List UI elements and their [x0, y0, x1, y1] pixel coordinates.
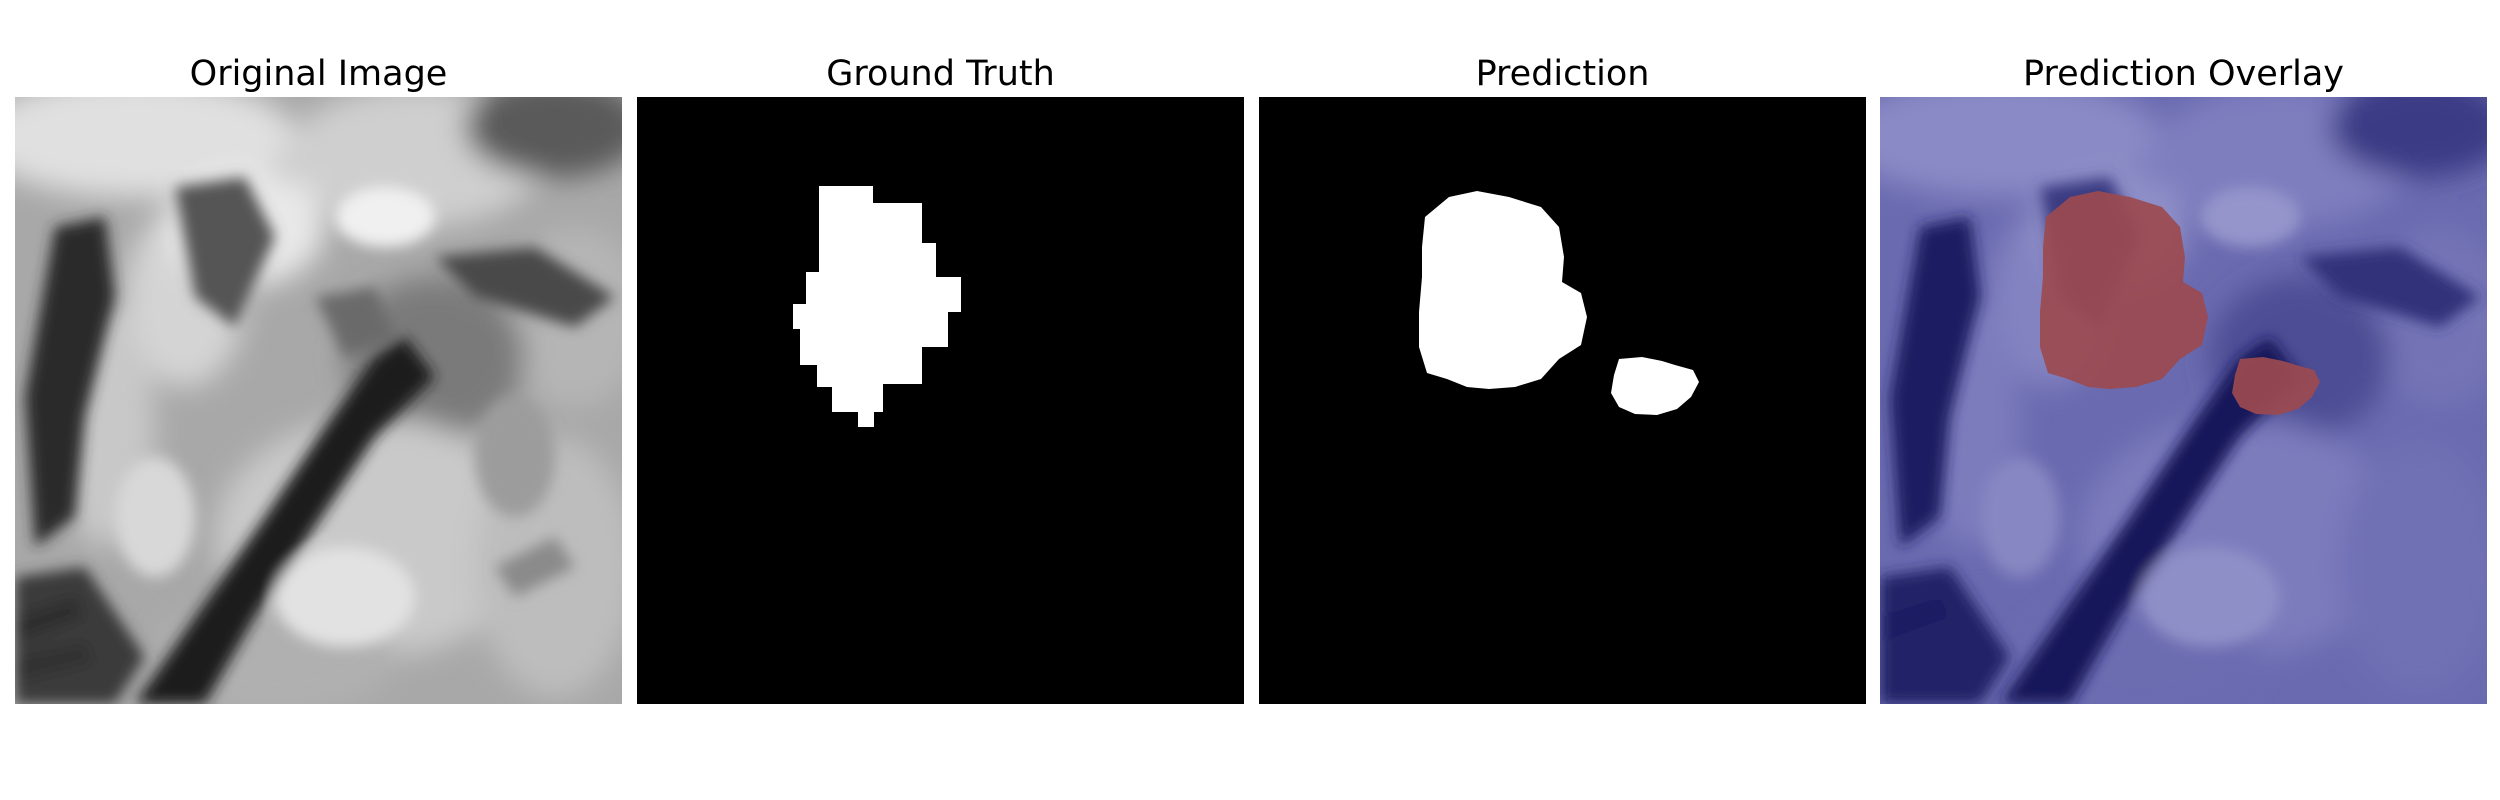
prediction-mask [1259, 97, 1866, 704]
prediction-overlay-image [1880, 97, 2487, 704]
prediction-overlay-title: Prediction Overlay [2022, 54, 2345, 94]
prediction-panel: Prediction [1259, 54, 1866, 706]
overlay-region-small [2232, 357, 2320, 415]
ground-truth-region [793, 186, 961, 427]
ground-truth-title: Ground Truth [826, 54, 1055, 94]
original-image-panel: Original Image [15, 54, 622, 706]
prediction-region-large [1419, 191, 1587, 389]
original-image [15, 97, 622, 704]
prediction-overlay-panel: Prediction Overlay [1880, 54, 2487, 706]
original-image-title: Original Image [189, 54, 448, 94]
prediction-title: Prediction [1475, 54, 1650, 94]
ground-truth-mask [637, 97, 1244, 704]
ground-truth-panel: Ground Truth [637, 54, 1244, 706]
prediction-region-small [1611, 357, 1699, 415]
overlay-region-large [2040, 191, 2208, 389]
